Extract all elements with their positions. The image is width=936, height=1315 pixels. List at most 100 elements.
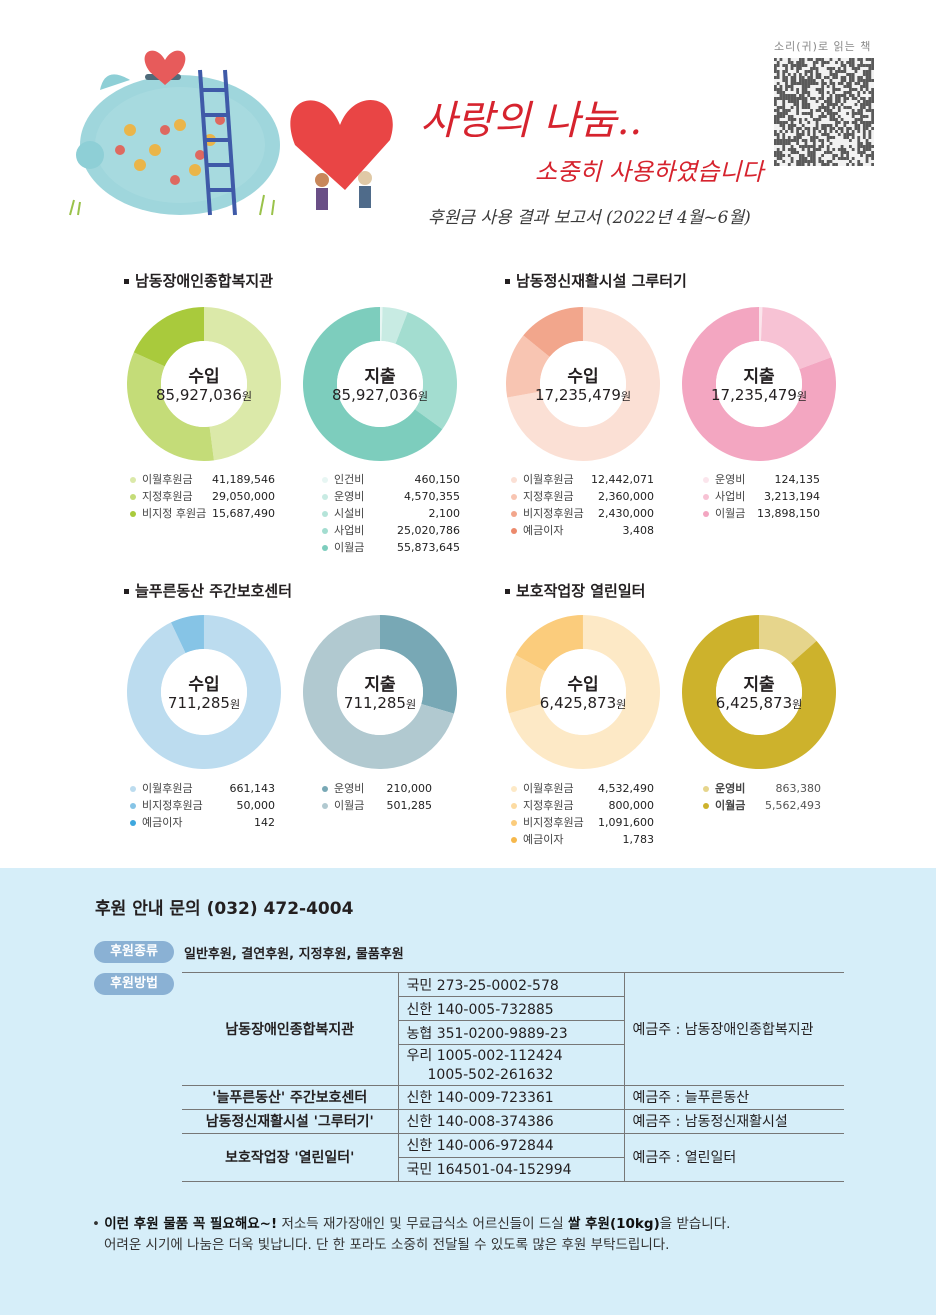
- legend-name: 지정후원금: [523, 799, 574, 812]
- legend-dot: [130, 494, 136, 500]
- donut-slice: [509, 615, 660, 769]
- donut-slice: [523, 307, 583, 357]
- income-legend: 이월후원금 12,442,071 지정후원금 2,360,000 비지정후원금 2,430…: [511, 471, 661, 539]
- donut-slice: [380, 307, 383, 342]
- donut-slice: [506, 654, 546, 714]
- legend-dot: [703, 477, 709, 483]
- donut-hole: [337, 341, 423, 427]
- org-name: 보호작업장 '열린일터': [182, 1133, 399, 1182]
- account-number[interactable]: 신한 140-008-374386: [398, 1109, 625, 1134]
- legend-item: 이월후원금 661,143: [130, 780, 280, 797]
- legend-item: 시설비 2,100: [322, 505, 462, 522]
- income-legend: 이월후원금 41,189,546 지정후원금 29,050,000 비지정 후원금 15,…: [130, 471, 280, 522]
- legend-value: 29,050,000: [212, 490, 275, 503]
- legend-value: 210,000: [386, 782, 433, 795]
- org-name: '늘푸른동산' 주간보호센터: [182, 1085, 399, 1110]
- legend-item: 운영비 210,000: [322, 780, 437, 797]
- legend-value: 661,143: [229, 782, 276, 795]
- legend-item: 인건비 460,150: [322, 471, 462, 488]
- legend-dot: [511, 477, 517, 483]
- legend-name: 비지정후원금: [523, 816, 584, 829]
- income-donut: 수입 17,235,479원: [505, 306, 661, 462]
- table-row: 우리 1005-002-112424: [182, 1044, 844, 1065]
- legend-dot: [130, 477, 136, 483]
- income-legend: 이월후원금 4,532,490 지정후원금 800,000 비지정후원금 1,091,60…: [511, 780, 661, 848]
- donut-hole: [337, 649, 423, 735]
- income-donut: 수입 711,285원: [126, 614, 282, 770]
- account-number[interactable]: 국민 273-25-0002-578: [398, 972, 625, 997]
- account-number[interactable]: 신한 140-006-972844: [398, 1133, 625, 1158]
- legend-dot: [322, 786, 328, 792]
- donation-note: • 이런 후원 물품 꼭 필요해요~! 저소득 재가장애인 및 무료급식소 어르…: [92, 1216, 731, 1253]
- donut-slice: [126, 352, 214, 461]
- section-title: 남동정신재활시설 그루터기: [505, 270, 687, 291]
- legend-dot: [130, 820, 136, 826]
- donut-slice: [682, 615, 836, 769]
- legend-item: 예금이자 3,408: [511, 522, 661, 539]
- section-title: 보호작업장 열린일터: [505, 580, 645, 601]
- account-number[interactable]: 국민 164501-04-152994: [398, 1157, 625, 1182]
- support-type-pill: 후원종류: [94, 941, 174, 963]
- expense-donut: 지출 85,927,036원: [302, 306, 458, 462]
- account-number[interactable]: 농협 351-0200-9889-23: [398, 1020, 625, 1045]
- legend-dot: [511, 786, 517, 792]
- legend-name: 예금이자: [523, 524, 564, 537]
- legend-item: 사업비 3,213,194: [703, 488, 823, 505]
- legend-name: 이월금: [334, 541, 365, 554]
- legend-item: 이월금 13,898,150: [703, 505, 823, 522]
- income-donut: 수입 6,425,873원: [505, 614, 661, 770]
- main-title: 사랑의 나눔..: [420, 98, 643, 144]
- income-legend: 이월후원금 661,143 비지정후원금 50,000 예금이자 142: [130, 780, 280, 831]
- legend-name: 이월후원금: [523, 473, 574, 486]
- legend-name: 이월후원금: [142, 473, 193, 486]
- legend-name: 지정후원금: [142, 490, 193, 503]
- donut-slice: [395, 312, 408, 344]
- account-number[interactable]: 우리 1005-002-112424: [398, 1044, 625, 1065]
- income-donut: 수입 85,927,036원: [126, 306, 282, 462]
- legend-dot: [703, 786, 709, 792]
- donut-slice: [759, 307, 763, 342]
- legend-item: 예금이자 142: [130, 814, 280, 831]
- legend-name: 사업비: [715, 490, 746, 503]
- legend-value: 501,285: [386, 799, 433, 812]
- legend-value: 4,532,490: [598, 782, 654, 795]
- donut-label: 수입: [567, 675, 599, 695]
- legend-value: 50,000: [236, 799, 276, 812]
- legend-name: 지정후원금: [523, 490, 574, 503]
- legend-name: 이월금: [715, 799, 746, 812]
- donut-amount: 85,927,036원: [155, 386, 252, 404]
- legend-value: 25,020,786: [397, 524, 460, 537]
- account-number[interactable]: 1005-502-261632: [398, 1065, 625, 1086]
- table-row: 신한 140-005-732885: [182, 996, 844, 1021]
- legend-value: 3,213,194: [764, 490, 820, 503]
- support-inquiry: 후원 안내 문의 (032) 472-4004: [95, 899, 354, 919]
- donut-amount: 711,285원: [343, 694, 417, 712]
- donut-amount: 6,425,873원: [539, 694, 627, 712]
- section-title: 늘푸른동산 주간보호센터: [124, 580, 292, 601]
- account-number[interactable]: 신한 140-009-723361: [398, 1085, 625, 1110]
- account-number[interactable]: 신한 140-005-732885: [398, 996, 625, 1021]
- donut-slice: [381, 307, 408, 344]
- donut-slice: [760, 307, 832, 370]
- donut-amount: 17,235,479원: [710, 386, 807, 404]
- qr-code-icon[interactable]: [774, 58, 874, 166]
- legend-dot: [130, 511, 136, 517]
- legend-name: 예금이자: [523, 833, 564, 846]
- legend-item: 예금이자 1,783: [511, 831, 661, 848]
- legend-name: 비지정후원금: [142, 799, 203, 812]
- legend-dot: [703, 494, 709, 500]
- expense-donut: 지출 6,425,873원: [681, 614, 837, 770]
- expense-donut: 지출 17,235,479원: [681, 306, 837, 462]
- donut-hole: [161, 649, 247, 735]
- donut-amount: 6,425,873원: [715, 694, 803, 712]
- donut-slice: [395, 312, 457, 430]
- donut-slice: [170, 615, 204, 654]
- legend-value: 800,000: [608, 799, 655, 812]
- account-holder: 예금주 : 남동장애인종합복지관: [624, 972, 844, 1086]
- donut-slice: [506, 335, 550, 398]
- legend-item: 비지정후원금 1,091,600: [511, 814, 661, 831]
- table-row: '늘푸른동산' 주간보호센터 신한 140-009-723361 예금주 : 늘…: [182, 1085, 844, 1110]
- table-row: 국민 164501-04-152994: [182, 1157, 844, 1182]
- legend-value: 124,135: [774, 473, 821, 486]
- donut-slice: [127, 615, 281, 769]
